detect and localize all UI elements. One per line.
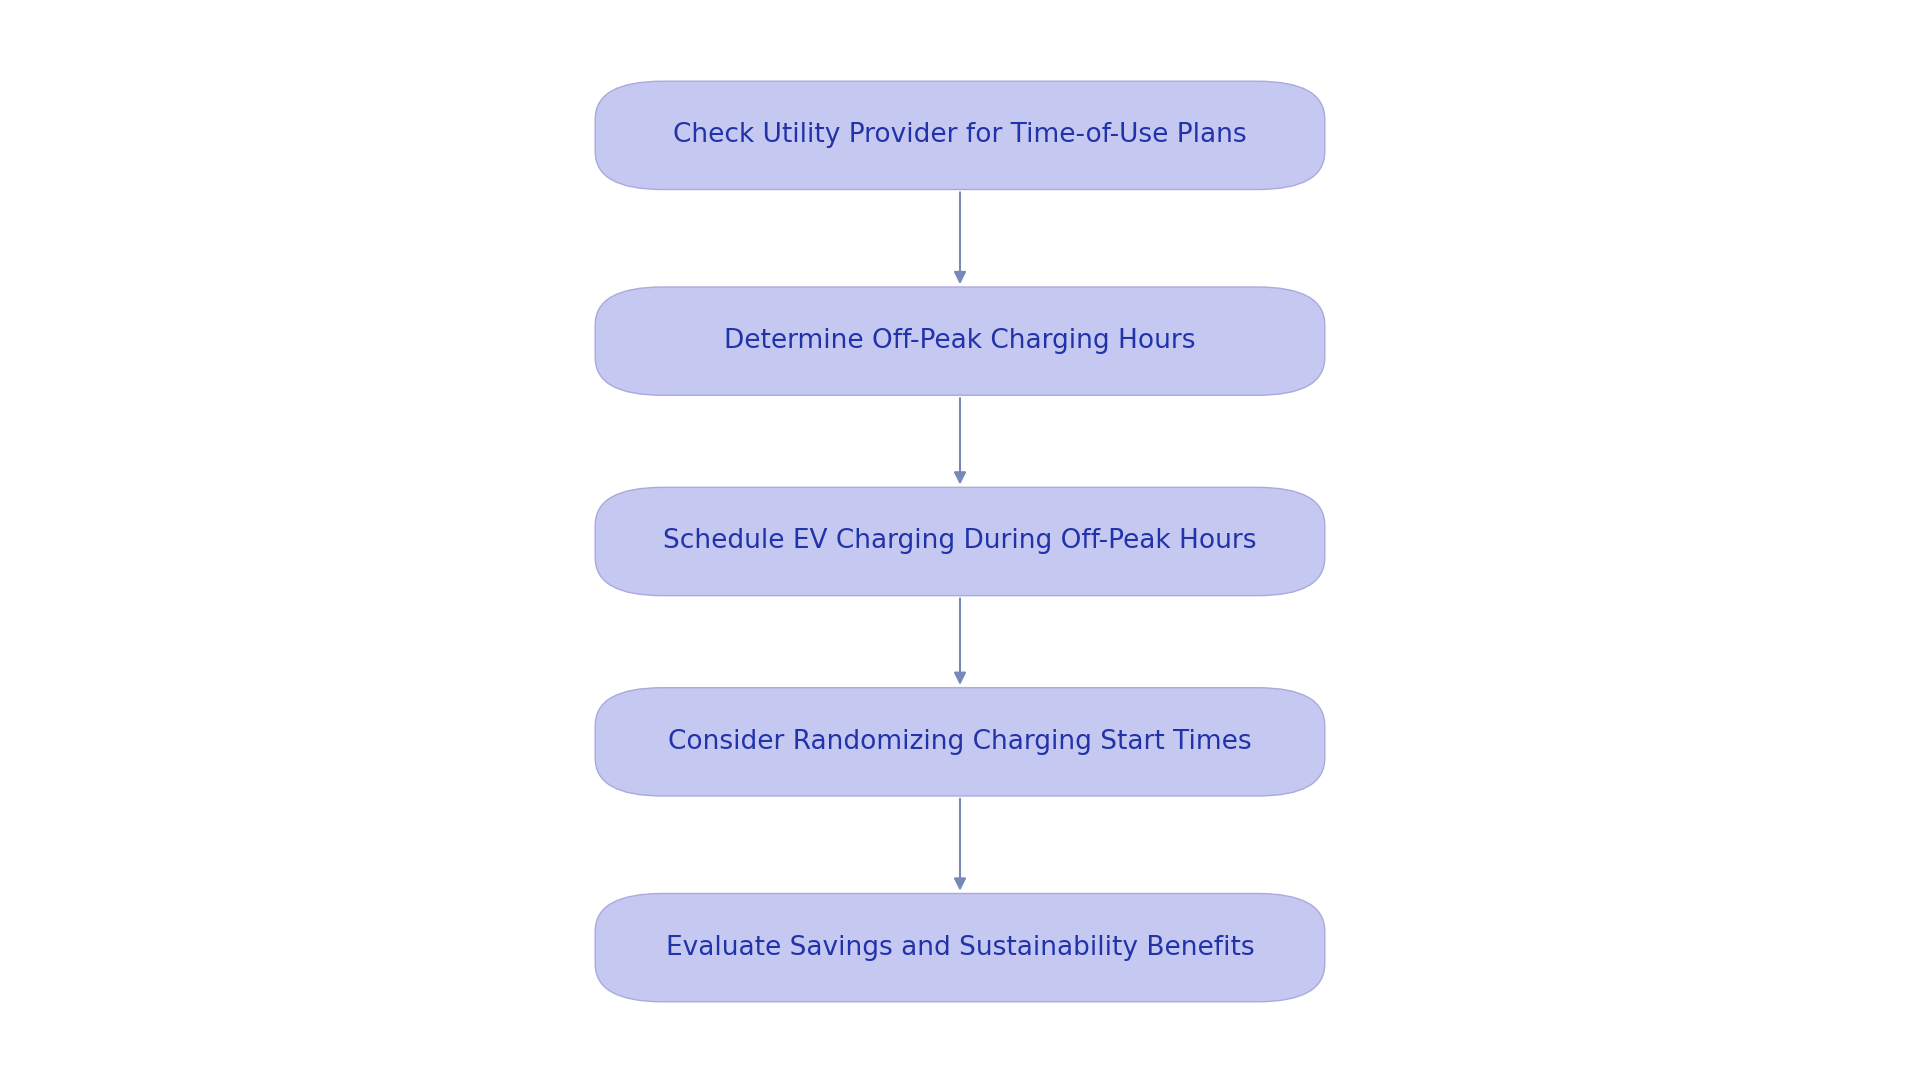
Text: Evaluate Savings and Sustainability Benefits: Evaluate Savings and Sustainability Bene…: [666, 935, 1254, 961]
FancyBboxPatch shape: [595, 287, 1325, 395]
Text: Determine Off-Peak Charging Hours: Determine Off-Peak Charging Hours: [724, 328, 1196, 354]
Text: Schedule EV Charging During Off-Peak Hours: Schedule EV Charging During Off-Peak Hou…: [662, 529, 1258, 554]
FancyBboxPatch shape: [595, 688, 1325, 796]
FancyBboxPatch shape: [595, 81, 1325, 190]
FancyBboxPatch shape: [595, 487, 1325, 596]
Text: Consider Randomizing Charging Start Times: Consider Randomizing Charging Start Time…: [668, 729, 1252, 755]
FancyBboxPatch shape: [595, 893, 1325, 1002]
Text: Check Utility Provider for Time-of-Use Plans: Check Utility Provider for Time-of-Use P…: [674, 122, 1246, 148]
